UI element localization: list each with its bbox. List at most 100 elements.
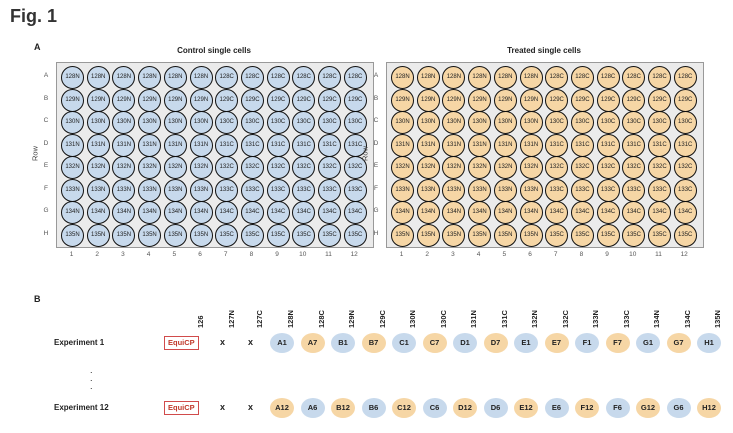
- row-tick-label: D: [373, 139, 379, 147]
- column-tick-label: 7: [223, 251, 228, 258]
- plate-well: 135N: [138, 223, 162, 247]
- row-tick-label: B: [373, 94, 379, 102]
- plate-well: 133C: [266, 178, 290, 202]
- plate-well: 129C: [240, 88, 264, 112]
- plate-well: 134C: [648, 201, 671, 224]
- plate-well: 134C: [240, 201, 264, 224]
- plate-well: 129N: [163, 88, 187, 112]
- row-tick-label: C: [43, 117, 49, 124]
- plate-well: 134N: [519, 201, 543, 224]
- plate-well: 132N: [442, 156, 466, 179]
- cell-sample: E7: [544, 333, 569, 353]
- row-tick-label: H: [373, 229, 379, 237]
- plate-well: 135N: [519, 223, 543, 247]
- plate-well: 129N: [138, 88, 162, 112]
- plate-well: 130C: [240, 111, 264, 134]
- plate-well: 132N: [519, 156, 543, 179]
- column-tick-label: 4: [146, 251, 151, 258]
- empty-channel-mark: x: [248, 337, 254, 347]
- channel-header: 132N: [530, 310, 539, 328]
- plate-well: 129N: [416, 88, 440, 112]
- plate-well: 135N: [86, 223, 110, 247]
- plate-well: 135C: [266, 223, 290, 247]
- cell-sample: D7: [483, 333, 508, 353]
- plate-well: 128C: [318, 66, 341, 89]
- plate-well: 133N: [416, 178, 440, 202]
- plate-well: 128C: [266, 66, 290, 89]
- plate-well: 133N: [442, 178, 466, 202]
- row-tick-label: F: [44, 184, 48, 192]
- plate-title: Treated single cells: [507, 46, 581, 55]
- plate-well: 132N: [468, 156, 492, 179]
- cell-sample: E12: [514, 398, 538, 418]
- plate-well: 131N: [442, 133, 466, 157]
- plate-well: 129N: [442, 88, 466, 112]
- channel-header: 129C: [377, 310, 387, 328]
- plate-well: 135C: [648, 223, 671, 247]
- channel-header: 130C: [438, 310, 448, 328]
- plate-well: 128N: [391, 66, 414, 89]
- plate-well: 130N: [86, 111, 110, 134]
- plate-well: 132N: [416, 156, 440, 179]
- plate-well: 129C: [570, 88, 594, 112]
- column-tick-label: 2: [95, 251, 99, 258]
- plate-well: 132C: [570, 156, 594, 179]
- plate-well: 130C: [570, 111, 594, 134]
- row-tick-label: G: [373, 207, 379, 214]
- plate-well: 134N: [112, 201, 136, 224]
- column-tick-label: 5: [172, 251, 177, 258]
- experiment-label: Experiment 12: [54, 403, 109, 412]
- plate-well: 133N: [163, 178, 187, 202]
- cell-sample: C1: [392, 333, 416, 353]
- plate-well: 131C: [648, 133, 671, 157]
- plate-well: 134N: [442, 201, 466, 224]
- plate-well: 135N: [442, 223, 466, 247]
- plate-well: 134N: [138, 201, 162, 224]
- plate-well: 132N: [138, 156, 162, 179]
- plate-well: 132C: [673, 156, 697, 179]
- plate-well: 131C: [622, 133, 646, 157]
- row-tick-label: E: [43, 162, 49, 169]
- plate-well: 128N: [138, 66, 162, 89]
- plate-well: 129C: [292, 88, 316, 112]
- channel-header: 134C: [682, 310, 692, 328]
- column-tick-label: 8: [579, 251, 584, 258]
- plate-well: 128N: [163, 66, 187, 89]
- channel-header: 133C: [621, 310, 631, 328]
- plate-well: 134C: [215, 201, 239, 224]
- plate-well: 130N: [189, 111, 213, 134]
- plate-well: 128C: [545, 66, 569, 89]
- plate-well: 129N: [112, 88, 136, 112]
- plate-well: 131C: [318, 133, 341, 157]
- plate-well: 135C: [318, 223, 341, 247]
- plate-well: 130C: [343, 111, 367, 134]
- column-tick-label: 12: [680, 251, 688, 258]
- plate-well: 131N: [416, 133, 440, 157]
- channel-header: 129N: [347, 310, 356, 328]
- cell-sample: D12: [453, 398, 477, 418]
- plate-well: 132N: [86, 156, 110, 179]
- column-tick-label: 9: [275, 251, 279, 258]
- cell-sample: B7: [361, 333, 386, 353]
- channel-header: 132C: [560, 310, 570, 328]
- plate-well: 133N: [61, 178, 84, 202]
- plate-well: 129C: [622, 88, 646, 112]
- cell-sample: H12: [697, 398, 721, 418]
- plate-well: 135C: [545, 223, 569, 247]
- column-tick-label: 12: [350, 251, 358, 258]
- plate-well: 135N: [189, 223, 213, 247]
- plate-well: 135N: [416, 223, 440, 247]
- plate-well: 131N: [519, 133, 543, 157]
- plate-well: 129N: [391, 88, 414, 112]
- plate-well: 133C: [673, 178, 697, 202]
- plate-well: 128C: [622, 66, 646, 89]
- cell-sample: H1: [697, 333, 721, 353]
- plate-well: 128C: [343, 66, 367, 89]
- figure-title: Fig. 1: [10, 6, 58, 26]
- plate-well: 133N: [519, 178, 543, 202]
- column-tick-label: 8: [249, 251, 254, 258]
- cell-sample: F1: [575, 333, 599, 353]
- plate-well: 130N: [468, 111, 492, 134]
- channel-header: 131C: [499, 310, 509, 328]
- plate-well: 131N: [391, 133, 414, 157]
